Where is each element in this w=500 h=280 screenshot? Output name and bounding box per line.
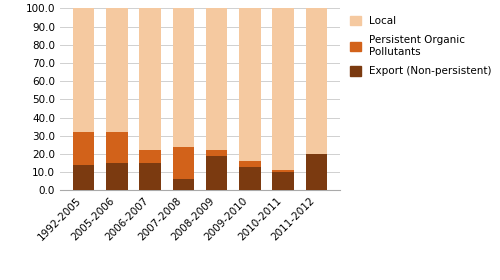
Bar <box>72 8 94 132</box>
Bar <box>172 179 194 190</box>
Bar <box>106 8 128 132</box>
Bar <box>206 150 228 156</box>
Bar <box>206 156 228 190</box>
Bar <box>106 132 128 163</box>
Bar <box>306 154 328 190</box>
Bar <box>172 147 194 179</box>
Bar <box>140 8 161 150</box>
Bar <box>239 167 260 190</box>
Bar <box>239 8 260 161</box>
Bar <box>306 8 328 154</box>
Bar <box>272 172 294 190</box>
Bar <box>140 163 161 190</box>
Bar <box>239 161 260 167</box>
Bar <box>140 150 161 163</box>
Bar <box>72 132 94 165</box>
Bar <box>272 8 294 170</box>
Bar <box>72 165 94 190</box>
Bar <box>206 8 228 150</box>
Legend: Local, Persistent Organic
Pollutants, Export (Non-persistent): Local, Persistent Organic Pollutants, Ex… <box>348 14 494 79</box>
Bar <box>172 8 194 147</box>
Bar <box>106 163 128 190</box>
Bar <box>272 170 294 172</box>
